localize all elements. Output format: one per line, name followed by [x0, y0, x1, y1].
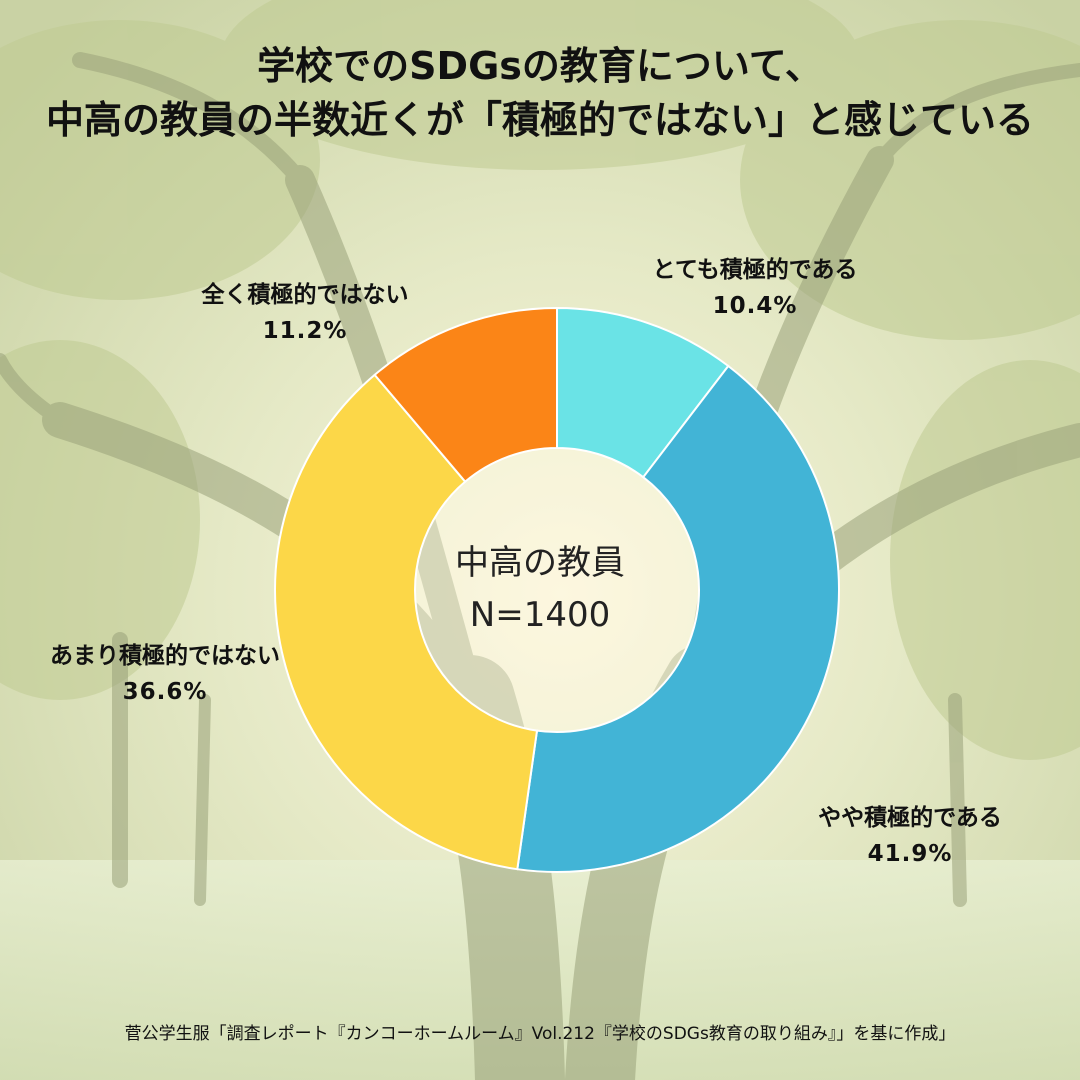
slice-category-label: あまり積極的ではない [50, 643, 280, 669]
slice-label-not-very-active: あまり積極的ではない 36.6% [10, 638, 320, 710]
slice-value-label: 36.6% [122, 679, 208, 705]
slice-category-label: 全く積極的ではない [201, 282, 409, 308]
slice-label-not-at-all-active: 全く積極的ではない 11.2% [150, 277, 460, 349]
chart-title-line1: 学校でのSDGsの教育について、 [257, 44, 823, 88]
slice-category-label: とても積極的である [652, 257, 858, 283]
slice-value-label: 11.2% [262, 318, 348, 344]
source-note: 菅公学生服「調査レポート『カンコーホームルーム』Vol.212『学校のSDGs教… [124, 1024, 956, 1044]
slice-category-label: やや積極的である [818, 805, 1002, 831]
chart-title-line2: 中高の教員の半数近くが「積極的ではない」と感じている [45, 98, 1034, 142]
slice-label-very-active: とても積極的である 10.4% [600, 252, 910, 324]
slice-value-label: 41.9% [867, 841, 953, 867]
slice-not-at-all-active [373, 306, 558, 484]
slice-not-very-active [274, 373, 539, 871]
center-label-population: 中高の教員 [455, 543, 625, 583]
slice-somewhat-active [516, 364, 840, 873]
donut-hole [415, 448, 699, 732]
slice-value-label: 10.4% [712, 293, 798, 319]
slice-label-somewhat-active: やや積極的である 41.9% [760, 800, 1060, 872]
center-label-sample-size: N=1400 [469, 595, 611, 635]
